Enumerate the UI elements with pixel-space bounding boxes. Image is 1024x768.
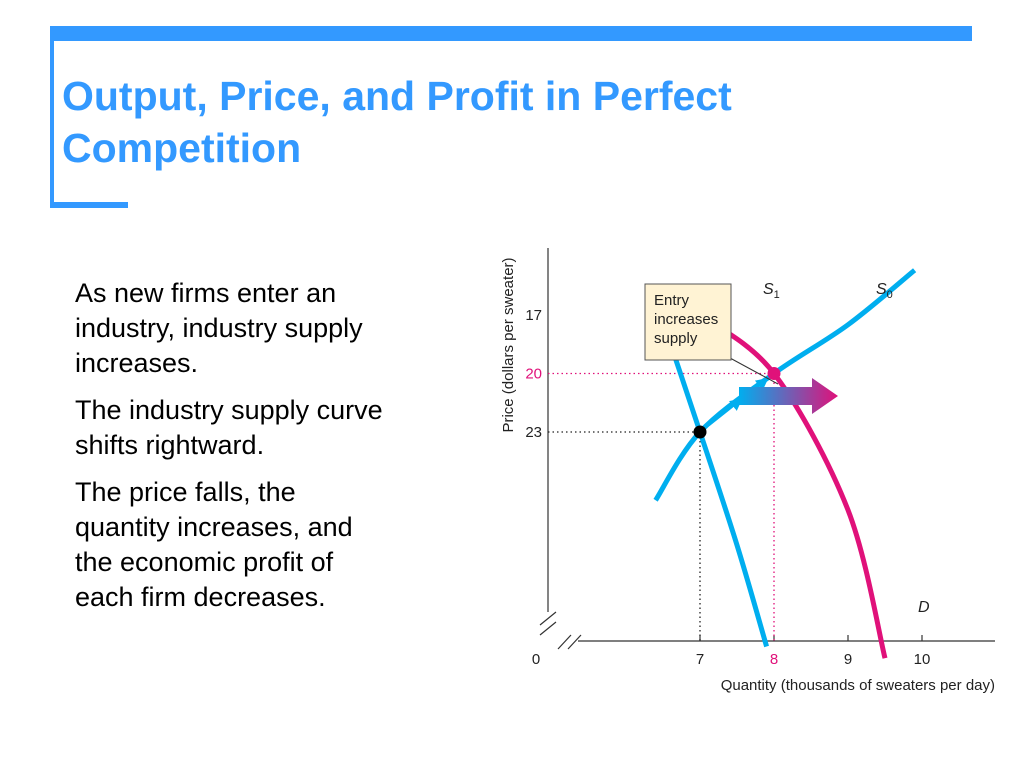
label-s0: S0 (876, 281, 893, 301)
text-line: quantity increases, and (75, 512, 353, 542)
text-line: each firm decreases. (75, 582, 326, 612)
callout-text: increases (654, 311, 718, 328)
label-s1: S1 (763, 281, 780, 301)
paragraph-shift: The industry supply curve shifts rightwa… (75, 393, 475, 463)
y-axis-label: Price (dollars per sweater) (500, 257, 517, 432)
callout-leader-line (729, 357, 779, 385)
text-line: As new firms enter an (75, 278, 337, 308)
x-tick-label: 8 (770, 651, 778, 668)
paragraph-outcome: The price falls, the quantity increases,… (75, 475, 475, 615)
text-line: The price falls, the (75, 477, 296, 507)
slide-title: Output, Price, and Profit in Perfect Com… (62, 70, 962, 174)
supply-curve-s0 (698, 312, 888, 659)
header-left-rule (50, 26, 54, 206)
y-tick-label: 23 (525, 424, 542, 441)
movement-arrow-icon (708, 398, 743, 426)
equilibrium-initial (693, 425, 707, 439)
x-tick-label: 10 (914, 651, 931, 668)
header-bar (50, 26, 972, 41)
callout-text: Entry (654, 292, 690, 309)
header-underline (50, 202, 128, 208)
slide-body: As new firms enter an industry, industry… (75, 276, 475, 627)
callout-box (644, 283, 732, 361)
callout-text: supply (654, 330, 698, 347)
slide-title-line: Competition (62, 125, 302, 171)
x-tick-label: 9 (844, 651, 852, 668)
text-line: The industry supply curve (75, 395, 383, 425)
paragraph-entry: As new firms enter an industry, industry… (75, 276, 475, 381)
y-axis-break-icon (539, 611, 557, 636)
y-tick-label: 17 (525, 307, 542, 324)
origin-label: 0 (532, 651, 540, 668)
x-tick-label: 7 (696, 651, 704, 668)
x-axis-break-icon (557, 634, 582, 650)
text-line: shifts rightward. (75, 430, 265, 460)
y-tick-label: 20 (525, 366, 542, 383)
supply-demand-chart: 0 Quantity (thousands of sweaters per day… (500, 248, 995, 694)
equilibrium-new (767, 367, 781, 380)
slide-title-line: Output, Price, and Profit in Perfect (62, 73, 732, 119)
label-d: D (918, 599, 930, 616)
text-line: industry, industry supply (75, 313, 363, 343)
text-line: increases. (75, 348, 199, 378)
supply-shift-arrow-icon (739, 378, 838, 414)
text-line: the economic profit of (75, 547, 334, 577)
x-axis-label: Quantity (thousands of sweaters per day) (721, 677, 995, 694)
